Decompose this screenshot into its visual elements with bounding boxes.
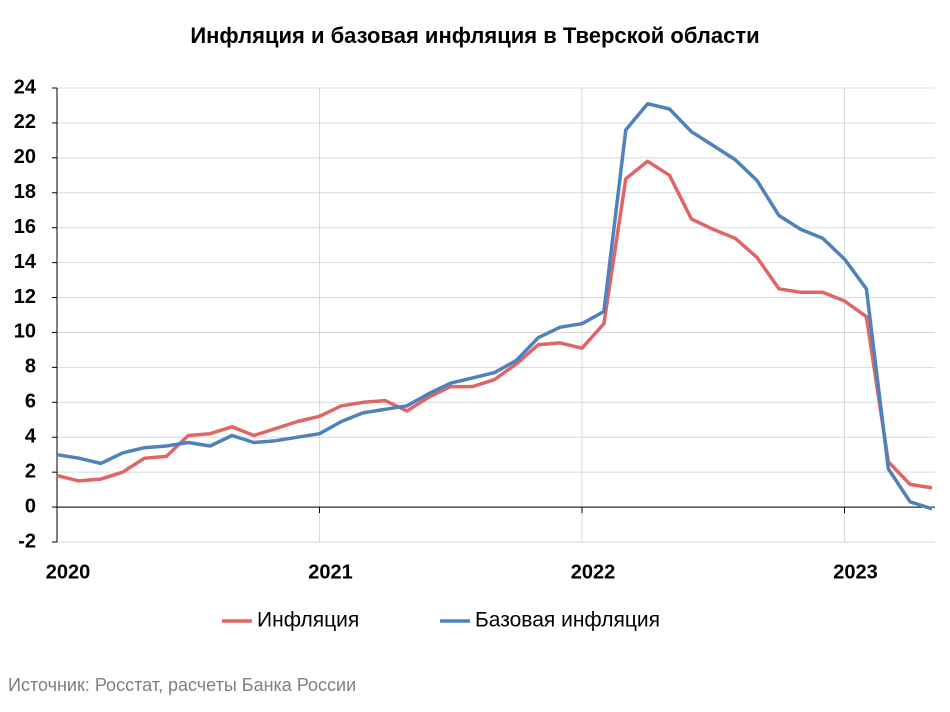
series-line bbox=[56, 159, 933, 490]
x-tick-label: 2022 bbox=[571, 561, 616, 583]
y-tick-label: 24 bbox=[14, 76, 37, 98]
source-note: Источник: Росстат, расчеты Банка России bbox=[8, 675, 356, 695]
y-tick-label: 10 bbox=[14, 321, 36, 343]
y-tick-label: 18 bbox=[14, 181, 36, 203]
x-tick-label: 2023 bbox=[833, 561, 878, 583]
x-tick-label: 2020 bbox=[46, 561, 91, 583]
y-tick-label: 6 bbox=[25, 391, 36, 413]
y-tick-label: 16 bbox=[14, 216, 36, 238]
y-tick-label: 14 bbox=[14, 251, 37, 273]
y-tick-label: 12 bbox=[14, 286, 36, 308]
series-line bbox=[56, 101, 933, 511]
y-tick-label: 4 bbox=[25, 426, 37, 448]
y-tick-label: 22 bbox=[14, 111, 36, 133]
y-tick-label: 0 bbox=[25, 495, 36, 517]
legend-label: Базовая инфляция bbox=[475, 609, 660, 632]
chart-title: Инфляция и базовая инфляция в Тверской о… bbox=[190, 23, 759, 48]
legend-label: Инфляция bbox=[257, 609, 359, 632]
y-tick-label: -2 bbox=[18, 530, 36, 552]
x-tick-label: 2021 bbox=[308, 561, 353, 583]
y-tick-label: 20 bbox=[14, 146, 36, 168]
y-tick-label: 8 bbox=[25, 356, 36, 378]
y-tick-label: 2 bbox=[25, 460, 36, 482]
